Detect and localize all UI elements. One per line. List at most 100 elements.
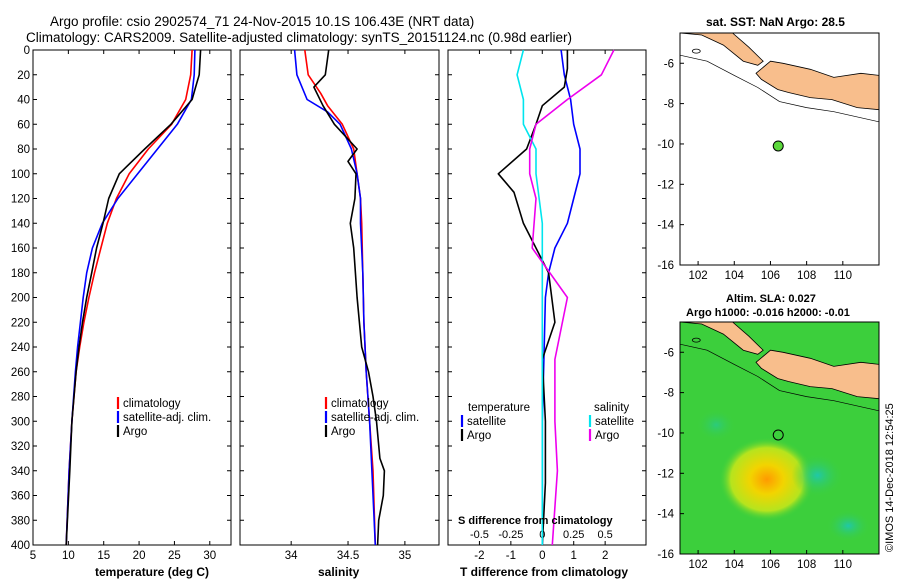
diff-legend-label-s: Argo: [595, 430, 619, 442]
sla-map-xtick-label: 104: [725, 559, 745, 571]
sla-map-title-1: Altim. SLA: 0.027: [726, 293, 816, 305]
sla-map-xtick-label: 106: [761, 559, 780, 571]
sst-argo-marker: [772, 140, 784, 152]
temperature-axes-frame: [32, 49, 232, 546]
sla-sumatra-land: [680, 322, 764, 355]
difference-series-t-argo: [497, 50, 569, 546]
sst-map-xtick-label: 104: [725, 270, 745, 282]
sla-map-frame: [679, 321, 880, 555]
sla-map-ytick-label: -14: [657, 509, 674, 521]
salinity-xtick-label: 34.5: [337, 550, 359, 562]
depth-tick-label: 160: [11, 243, 30, 255]
depth-tick-label: 20: [17, 70, 30, 82]
sla-enggano-island: [691, 337, 701, 343]
temperature-xtick-label: 5: [30, 550, 36, 562]
depth-tick-label: 80: [17, 144, 30, 156]
depth-tick-label: 340: [11, 466, 30, 478]
title-line-2: Climatology: CARS2009. Satellite-adjuste…: [26, 30, 572, 45]
sla-low-anomaly-3: [696, 408, 737, 441]
salinity-legend-label: satellite-adj. clim.: [331, 412, 419, 424]
sst-map-ytick-label: -14: [657, 220, 674, 232]
temperature-legend-label: satellite-adj. clim.: [123, 412, 211, 424]
sla-map-ytick-label: -10: [657, 428, 674, 440]
imos-credit: ©IMOS 14-Dec-2018 12:54:25: [884, 403, 896, 552]
difference-xtick-label: 0: [539, 550, 545, 562]
t-difference-xlabel: T difference from climatology: [460, 565, 628, 579]
temperature-xtick-label: 15: [97, 550, 110, 562]
depth-tick-label: 200: [11, 293, 30, 305]
depth-tick-label: 360: [11, 491, 30, 503]
sla-map-ytick-label: -16: [657, 549, 674, 561]
difference-series-s-satellite: [516, 49, 544, 545]
depth-tick-label: 280: [11, 392, 30, 404]
depth-tick-label: 260: [11, 367, 30, 379]
salinity-xtick-label: 34: [285, 550, 298, 562]
depth-tick-label: 0: [24, 45, 30, 57]
sla-map-xtick-label: 108: [797, 559, 816, 571]
sst-map-xtick-label: 110: [834, 270, 852, 282]
sla-map-ytick-label: -6: [664, 347, 674, 359]
diff-legend-title-temperature: temperature: [468, 402, 530, 414]
diff-legend-title-salinity: salinity: [594, 402, 629, 414]
sla-argo-marker: [772, 429, 784, 441]
depth-tick-label: 140: [11, 218, 30, 230]
difference-xtick-label: -2: [474, 550, 484, 562]
temperature-xtick-label: 25: [168, 550, 181, 562]
sst-map-frame: [679, 32, 880, 266]
sst-map: 102 104 106 108 110 -6 -8 -10 -12 -14 -16: [657, 32, 880, 282]
sdiff-tick-label: 0.5: [597, 529, 612, 541]
depth-tick-label: 320: [11, 441, 30, 453]
salinity-xtick-label: 35: [398, 550, 411, 562]
sla-bathymetry-contour: [680, 343, 879, 412]
depth-tick-label: 120: [11, 194, 30, 206]
difference-axes-frame: [447, 49, 647, 546]
sst-map-xtick-label: 106: [761, 270, 780, 282]
sst-map-title: sat. SST: NaN Argo: 28.5: [706, 15, 845, 29]
sla-map: 102 104 106 108 110 -6 -8 -10 -12 -14 -16: [657, 321, 880, 571]
depth-tick-label: 220: [11, 317, 30, 329]
difference-xtick-label: 1: [571, 550, 577, 562]
sst-map-xtick-label: 108: [797, 270, 816, 282]
difference-series-s-argo: [528, 49, 615, 546]
sst-bathymetry-contour: [680, 54, 879, 123]
depth-tick-label: 240: [11, 342, 30, 354]
depth-tick-label: 180: [11, 268, 30, 280]
sst-enggano-island: [691, 48, 701, 54]
temperature-xtick-label: 20: [133, 550, 146, 562]
sst-map-xtick-label: 102: [688, 270, 707, 282]
salinity-series-satellite-adj-clim-: [293, 49, 377, 546]
sla-java-land: [755, 349, 879, 400]
sst-map-content: [680, 33, 879, 152]
panel-salinity: 34 34.5 35 climatology satellite-adj. clim. A…: [239, 49, 440, 562]
difference-xtick-label: -1: [506, 550, 516, 562]
sla-map-xtick-label: 110: [834, 559, 852, 571]
sla-map-xtick-label: 102: [688, 559, 707, 571]
salinity-legend-label: Argo: [331, 426, 355, 438]
sla-map-title-2: Argo h1000: -0.016 h2000: -0.01: [686, 307, 850, 319]
sdiff-tick-label: -0.25: [498, 529, 523, 541]
sst-map-ytick-label: -16: [657, 260, 674, 272]
sla-map-ytick-label: -12: [657, 468, 674, 480]
sst-map-ytick-label: -12: [657, 179, 674, 191]
sla-high-anomaly: [718, 437, 815, 522]
sla-low-anomaly: [791, 453, 844, 498]
salinity-series-argo: [313, 49, 386, 546]
depth-tick-label: 40: [17, 95, 30, 107]
sla-map-ytick-label: -8: [664, 388, 674, 400]
sla-map-content: [680, 322, 879, 542]
temperature-xtick-label: 30: [203, 550, 216, 562]
diff-legend-label-t: satellite: [467, 416, 506, 428]
sst-java-land: [755, 60, 879, 111]
title-line-1: Argo profile: csio 2902574_71 24-Nov-201…: [50, 14, 474, 29]
temperature-series-argo: [65, 49, 202, 546]
difference-xtick-label: 2: [602, 550, 608, 562]
temperature-legend-label: climatology: [123, 398, 181, 410]
temperature-xtick-label: 10: [62, 550, 75, 562]
sdiff-tick-label: 0.25: [563, 529, 584, 541]
salinity-xlabel: salinity: [318, 565, 360, 579]
diff-legend-label-t: Argo: [467, 430, 491, 442]
diff-legend-label-s: satellite: [595, 416, 634, 428]
depth-tick-label: 60: [17, 119, 30, 131]
